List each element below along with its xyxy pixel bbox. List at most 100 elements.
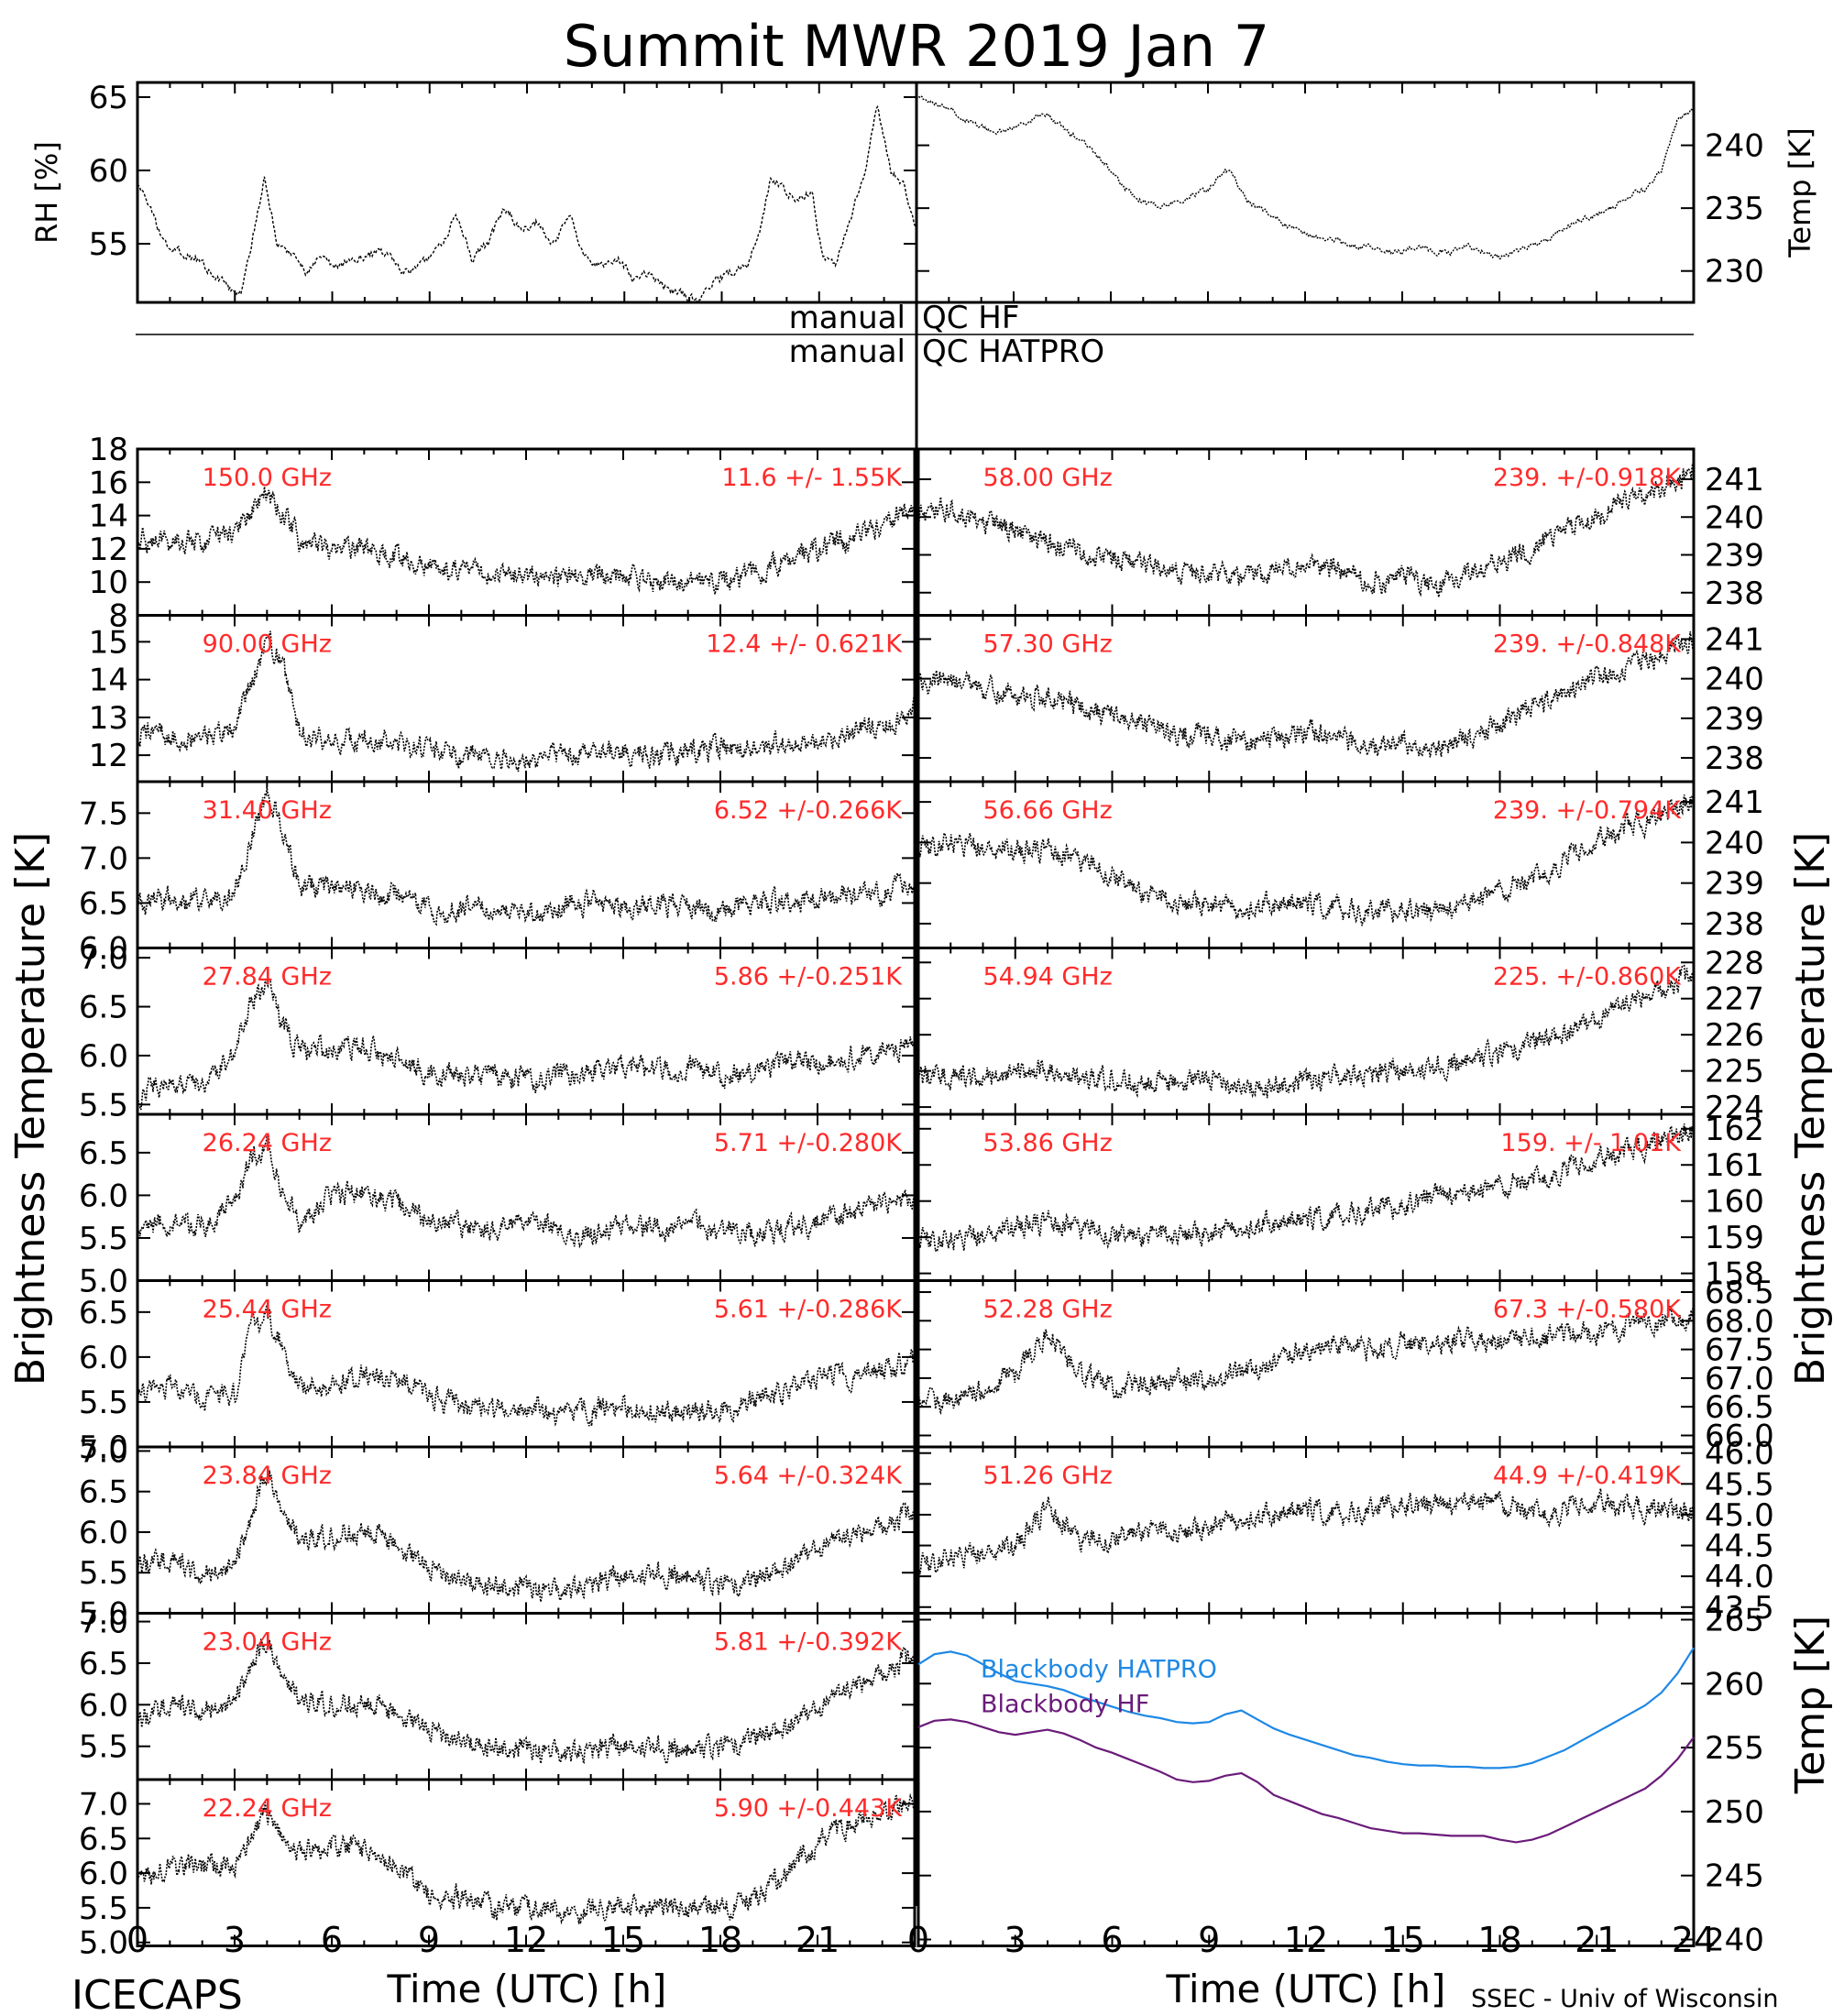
y-tick-label: 6.0 (79, 931, 128, 968)
frequency-label: 54.94 GHz (983, 963, 1113, 992)
panel-tb_23_04: 5.5 6.0 6.5 7.0 23.04 GHz 5.81 +/-0.392K (79, 1605, 916, 1781)
y-tick-label: 46.0 (1705, 1436, 1774, 1473)
stats-label: 5.81 +/-0.392K (714, 1628, 903, 1657)
y-tick-label: 14 (89, 663, 128, 699)
y-tick-label: 5.5 (79, 1221, 128, 1257)
series-trace-tb_26 (137, 1134, 916, 1249)
y-tick-label: 5.5 (79, 1729, 128, 1766)
stats-label: 5.61 +/-0.286K (714, 1296, 903, 1324)
credit-text: SSEC - Univ of Wisconsin (1471, 1985, 1778, 2013)
y-tick-label: 6.0 (79, 1856, 128, 1892)
y-tick-label: 6.5 (79, 1821, 128, 1857)
y-tick-label: 8 (108, 598, 128, 635)
series-trace-tb_56_66 (917, 792, 1695, 926)
y-tick-label: 55 (89, 226, 128, 263)
series-trace-tb_23_84 (137, 1470, 916, 1603)
frequency-label: 23.04 GHz (203, 1628, 332, 1657)
stats-label: 11.6 +/- 1.55K (721, 464, 903, 492)
y-tick-label: 10 (89, 564, 128, 601)
panel-tb_25: 5.0 5.5 6.0 6.5 25.44 GHz 5.61 +/-0.286K (79, 1279, 916, 1466)
x-tick-label: 15 (1381, 1920, 1425, 1960)
stats-label: 5.71 +/-0.280K (714, 1129, 903, 1157)
y-tick-label: 43.5 (1705, 1590, 1774, 1627)
series-trace-tb_54_94 (917, 964, 1695, 1099)
series-line-blackbody-hatpro (917, 1647, 1695, 1769)
x-tick-label: 6 (1101, 1920, 1123, 1960)
y-tick-label: 239 (1705, 538, 1764, 575)
y-tick-label: 14 (89, 499, 128, 535)
y-tick-label: 68.0 (1705, 1303, 1774, 1340)
y-tick-label: 5.5 (79, 1555, 128, 1592)
x-tick-label: 0 (907, 1920, 929, 1960)
y-tick-label: 6.5 (79, 1646, 128, 1682)
y-tick-label: 65 (89, 80, 128, 116)
series-trace-tb_58 (917, 463, 1695, 597)
y-tick-label: 7.0 (79, 940, 128, 977)
frequency-label: 150.0 GHz (203, 464, 332, 492)
frequency-label: 53.86 GHz (983, 1129, 1113, 1157)
y-tick-label: 158 (1705, 1256, 1764, 1293)
y-tick-label: 18 (89, 432, 128, 468)
y-tick-label: 6.0 (79, 1038, 128, 1075)
y-tick-label: 241 (1705, 462, 1764, 499)
frequency-label: 25.44 GHz (203, 1296, 332, 1324)
x-tick-label: 12 (1284, 1920, 1328, 1960)
stats-label: 239. +/-0.848K (1493, 630, 1682, 659)
panel-blackbody: 240 245 250 255 260 265 Blackbody HATPRO Blackb… (916, 1602, 1764, 1959)
y-tick-label: 6.5 (79, 1135, 128, 1172)
y-tick-label: 240 (1705, 662, 1764, 698)
stats-label: 159. +/- 1.01K (1500, 1129, 1682, 1157)
y-tick-label: 6.0 (79, 1340, 128, 1376)
x-tick-label: 3 (1004, 1920, 1026, 1960)
y-tick-label: 241 (1705, 784, 1764, 821)
frequency-label: 56.66 GHz (983, 796, 1113, 825)
stats-label: 5.64 +/-0.324K (714, 1462, 903, 1490)
y-tick-label: 241 (1705, 621, 1764, 658)
y-tick-label: 225 (1705, 1054, 1764, 1090)
series-trace-temp (916, 94, 1695, 260)
series-trace-tb_150 (137, 487, 916, 595)
stats-label: 44.9 +/-0.419K (1493, 1462, 1682, 1490)
y-tick-label: 260 (1705, 1666, 1764, 1703)
series-trace-tb_31 (137, 786, 916, 926)
icecaps-label: ICECAPS (71, 1972, 243, 2016)
panel-tb_52_28: 66.066.567.067.568.068.5 52.28 GHz 67.3 +/… (916, 1275, 1774, 1454)
frequency-label: 57.30 GHz (983, 630, 1113, 659)
y-tick-label: 159 (1705, 1220, 1764, 1256)
qc-hatpro-left-text: manual (789, 334, 906, 370)
y-tick-label: 5.5 (79, 1385, 128, 1421)
y-tick-label: 16 (89, 465, 128, 501)
stats-label: 239. +/-0.794K (1493, 796, 1682, 825)
y-tick-label: 7.0 (79, 1786, 128, 1823)
stats-label: 6.52 +/-0.266K (714, 796, 903, 825)
stats-label: 67.3 +/-0.580K (1493, 1296, 1682, 1324)
panel-tb_31: 6.0 6.5 7.0 7.5 31.40 GHz 6.52 +/-0.266K (79, 780, 916, 968)
x-axis-title-right: Time (UTC) [h] (1166, 1967, 1446, 2011)
y-tick-label: 255 (1705, 1730, 1764, 1767)
y-tick-label: 160 (1705, 1184, 1764, 1221)
y-tick-label: 240 (1705, 128, 1764, 165)
y-tick-label: 161 (1705, 1147, 1764, 1184)
y-tick-label: 228 (1705, 945, 1764, 981)
panel-temp: 230 235 240 (915, 81, 1764, 304)
qc-hf-right-text: QC HF (922, 300, 1019, 336)
y-tick-label: 224 (1705, 1090, 1764, 1126)
y-tick-label: 6.0 (79, 1515, 128, 1551)
x-tick-label: 12 (504, 1920, 548, 1960)
y-tick-label: 68.5 (1705, 1275, 1774, 1311)
y-tick-label: 60 (89, 153, 128, 190)
rh-axis-title: RH [%] (29, 141, 64, 244)
y-tick-label: 6.5 (79, 1474, 128, 1511)
y-tick-label: 66.0 (1705, 1418, 1774, 1454)
y-tick-label: 7.0 (79, 1605, 128, 1641)
y-tick-label: 245 (1705, 1858, 1764, 1895)
x-tick-label: 21 (1575, 1920, 1619, 1960)
y-tick-label: 45.5 (1705, 1466, 1774, 1503)
y-tick-label: 238 (1705, 740, 1764, 777)
y-tick-label: 15 (89, 624, 128, 661)
